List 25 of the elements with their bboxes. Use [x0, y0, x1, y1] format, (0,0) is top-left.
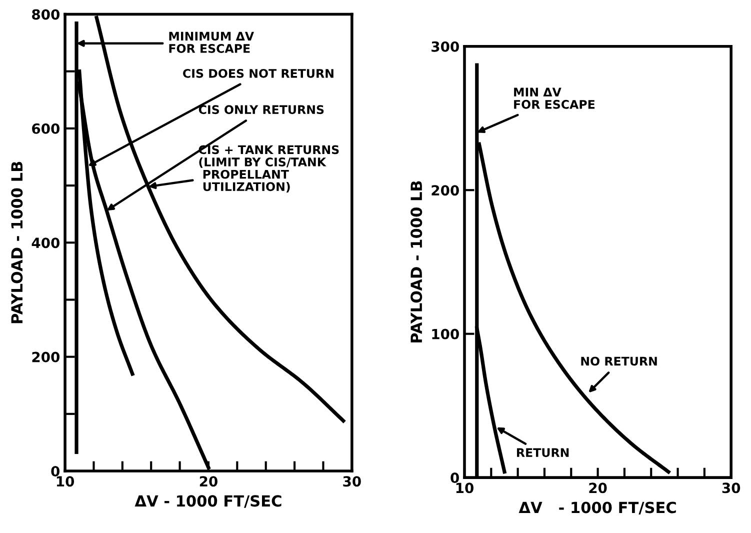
annotation: NO RETURN: [581, 356, 657, 366]
y-tick-label: 200: [32, 352, 60, 362]
annotation: CIS ONLY RETURNS: [198, 105, 324, 114]
y-tick-label: 400: [32, 238, 60, 248]
x-tick-label: 20: [200, 476, 218, 487]
x-axis-title: ΔV - 1000 FT/SEC: [134, 495, 282, 508]
y-tick-label: 0: [51, 466, 60, 476]
y-tick-label: 100: [432, 328, 459, 340]
annotation: RETURN: [517, 448, 569, 458]
x-axis-title: ΔV - 1000 FT/SEC: [518, 502, 676, 514]
annotation: MIN ΔV FOR ESCAPE: [514, 88, 595, 109]
y-tick-label: 600: [32, 123, 60, 134]
x-tick-label: 30: [722, 482, 740, 494]
x-tick-label: 20: [589, 482, 607, 494]
y-tick-label: 300: [432, 41, 459, 52]
x-tick-label: 10: [56, 476, 74, 487]
y-axis-title: PAYLOAD - 1000 LB: [410, 181, 422, 342]
y-tick-label: 200: [432, 185, 459, 196]
x-tick-label: 30: [343, 476, 361, 487]
annotation: CIS DOES NOT RETURN: [183, 68, 334, 78]
annotation: MINIMUM ΔV FOR ESCAPE: [169, 32, 254, 53]
y-tick-label: 800: [32, 9, 60, 20]
x-tick-label: 10: [456, 482, 474, 494]
y-axis-title: PAYLOAD - 1000 LB: [11, 162, 23, 324]
y-tick-label: 0: [450, 472, 459, 484]
